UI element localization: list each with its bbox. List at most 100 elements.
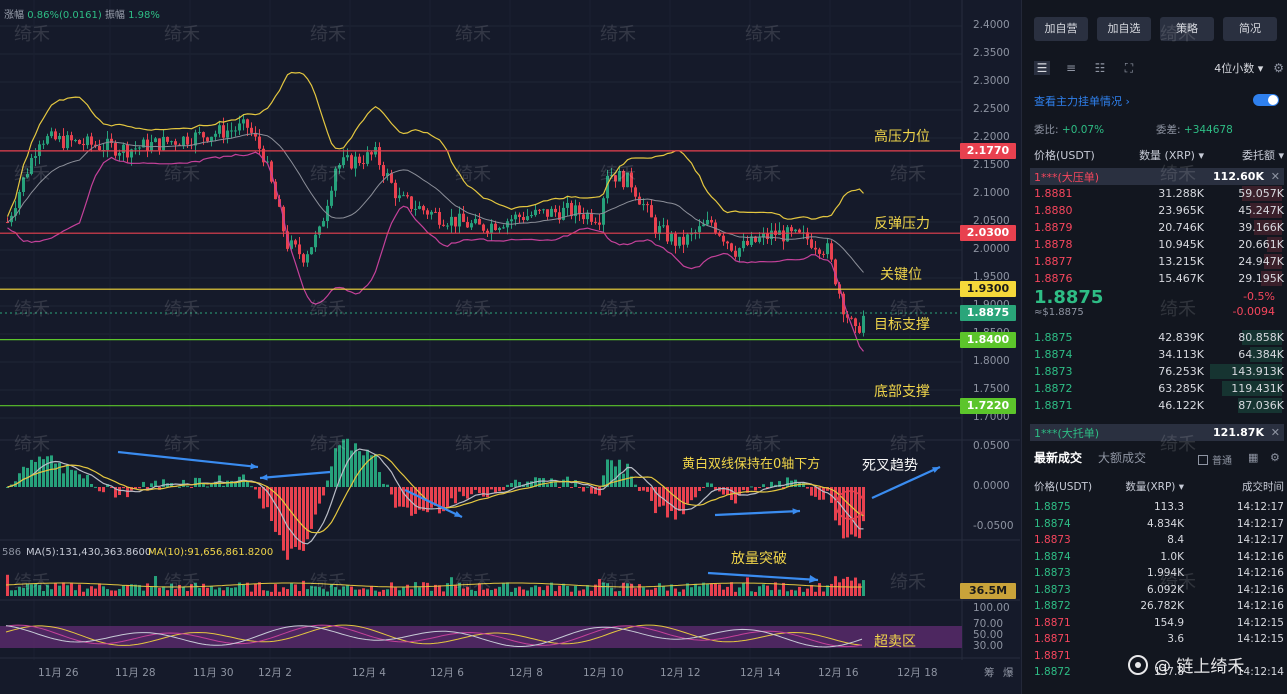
trade-time: 14:12:16 xyxy=(1236,567,1284,579)
trade-qty: 1.0K xyxy=(1160,550,1184,563)
asks-view-icon[interactable]: ☷ xyxy=(1094,61,1106,75)
candle-body xyxy=(254,132,257,137)
trade-time: 14:12:17 xyxy=(1236,517,1284,530)
checkbox-icon[interactable] xyxy=(1198,454,1208,465)
bid-price: 1.8874 xyxy=(1034,348,1073,361)
trend-arrow-head xyxy=(260,474,268,481)
main-orders-link[interactable]: 查看主力挂单情况 › xyxy=(1034,95,1130,108)
change-label: 涨幅 xyxy=(4,10,24,21)
overview-button[interactable]: 简况 xyxy=(1223,17,1277,41)
volume-bar xyxy=(510,591,513,596)
close-icon[interactable]: ✕ xyxy=(1270,170,1280,183)
candle xyxy=(622,169,625,190)
axis-corner-burst[interactable]: 爆 xyxy=(1003,667,1014,679)
close-icon[interactable]: ✕ xyxy=(1270,426,1280,439)
big-buy-order[interactable]: 1***(大托单) 121.87K ✕ xyxy=(1030,424,1284,441)
trade-time: 14:12:15 xyxy=(1236,633,1284,645)
candle-body xyxy=(550,208,553,217)
big-order-label: 1***(大压单) xyxy=(1034,170,1100,184)
volume-bar xyxy=(186,591,189,596)
strategy-button[interactable]: 策略 xyxy=(1160,17,1214,41)
volume-bar xyxy=(194,582,197,596)
add-favorite-button[interactable]: 加自选 xyxy=(1097,17,1151,41)
expand-icon[interactable]: ⛶ xyxy=(1124,61,1134,75)
volume-ma10-line xyxy=(5,582,862,588)
candle xyxy=(62,128,65,151)
volume-bar xyxy=(398,590,401,596)
logo-text: @ 链上绮禾 xyxy=(1154,657,1245,677)
tab-latest-trades[interactable]: 最新成交 xyxy=(1034,451,1083,465)
volume-bar xyxy=(570,591,573,596)
volume-bar xyxy=(466,586,469,596)
trade-qty-header[interactable]: 数量(XRP) ▾ xyxy=(1125,481,1184,493)
ask-row[interactable]: 1.8880 23.965K 45.247K xyxy=(1022,202,1287,219)
qty-col-header[interactable]: 数量 (XRP) ▾ xyxy=(1139,149,1204,162)
candle xyxy=(806,227,809,245)
candle xyxy=(262,145,265,167)
ask-row[interactable]: 1.8876 15.467K 29.195K xyxy=(1022,270,1287,287)
macd-bar xyxy=(766,487,769,489)
candle-body xyxy=(698,226,701,233)
price-axis-label: 2.0500 xyxy=(973,215,1010,227)
candle-body xyxy=(382,165,385,177)
add-own-button[interactable]: 加自营 xyxy=(1034,17,1088,41)
ask-row[interactable]: 1.8881 31.288K 59.057K xyxy=(1022,185,1287,202)
candle-body xyxy=(378,147,381,166)
candle-body xyxy=(798,229,801,233)
candle-body xyxy=(638,196,641,205)
depth-bar xyxy=(1210,364,1282,379)
candle-body xyxy=(86,136,89,146)
decimal-select[interactable]: 4位小数 ▾ xyxy=(1214,62,1264,75)
macd-bar xyxy=(734,487,737,504)
macd-bar xyxy=(470,487,473,495)
candle-body xyxy=(722,235,725,242)
grid-icon[interactable]: ▦ xyxy=(1248,451,1259,464)
volume-bar xyxy=(66,585,69,596)
ask-row[interactable]: 1.8878 10.945K 20.661K xyxy=(1022,236,1287,253)
candle xyxy=(678,236,681,249)
candle xyxy=(686,232,689,248)
macd-bar xyxy=(82,478,85,487)
candle-body xyxy=(354,156,357,169)
candle-body xyxy=(582,214,585,220)
volume-bar xyxy=(190,584,193,596)
candle-body xyxy=(302,254,305,263)
candle xyxy=(522,211,525,224)
ask-price: 1.8880 xyxy=(1034,204,1073,217)
volume-bar xyxy=(418,587,421,596)
settings-icon[interactable]: ⚙ xyxy=(1270,451,1280,464)
macd-bar xyxy=(354,443,357,487)
candle xyxy=(310,247,313,255)
bid-row[interactable]: 1.8875 42.839K 80.858K xyxy=(1022,329,1287,346)
kline-chart[interactable]: 涨幅 0.86%(0.0161) 振幅 1.98% 2.4000 2.3500 2.… xyxy=(0,0,1020,694)
candle-body xyxy=(18,191,21,209)
ask-row[interactable]: 1.8877 13.215K 24.947K xyxy=(1022,253,1287,270)
main-orders-toggle[interactable] xyxy=(1253,94,1279,106)
tab-large-trades[interactable]: 大额成交 xyxy=(1098,451,1147,465)
axis-corner-chip[interactable]: 筹 xyxy=(984,667,995,679)
amount-col-header[interactable]: 委托额 ▾ xyxy=(1241,149,1284,162)
gear-icon[interactable]: ⚙ xyxy=(1273,61,1284,75)
bids-view-icon[interactable]: ≡ xyxy=(1065,61,1077,75)
normal-checkbox[interactable]: 普通 xyxy=(1198,452,1232,467)
macd-bar xyxy=(650,487,653,501)
bid-row[interactable]: 1.8871 46.122K 87.036K xyxy=(1022,397,1287,414)
candle xyxy=(398,187,401,202)
volume-bar xyxy=(330,584,333,596)
chart-canvas[interactable] xyxy=(0,0,1020,694)
both-sides-view-icon[interactable]: ☰ xyxy=(1034,61,1050,75)
candle xyxy=(374,141,377,158)
bid-row[interactable]: 1.8872 63.285K 119.431K xyxy=(1022,380,1287,397)
volume-bar xyxy=(138,585,141,596)
bid-row[interactable]: 1.8874 34.113K 64.384K xyxy=(1022,346,1287,363)
macd-bar xyxy=(546,484,549,487)
volume-bar xyxy=(702,582,705,596)
big-sell-order[interactable]: 1***(大压单) 112.60K ✕ xyxy=(1030,168,1284,185)
change-value: 0.86%(0.0161) xyxy=(27,10,102,21)
candle-body xyxy=(526,216,529,221)
candle xyxy=(858,322,861,334)
volume-bar xyxy=(534,585,537,596)
macd-bar xyxy=(462,487,465,497)
ask-row[interactable]: 1.8879 20.746K 39.166K xyxy=(1022,219,1287,236)
bid-row[interactable]: 1.8873 76.253K 143.913K xyxy=(1022,363,1287,380)
